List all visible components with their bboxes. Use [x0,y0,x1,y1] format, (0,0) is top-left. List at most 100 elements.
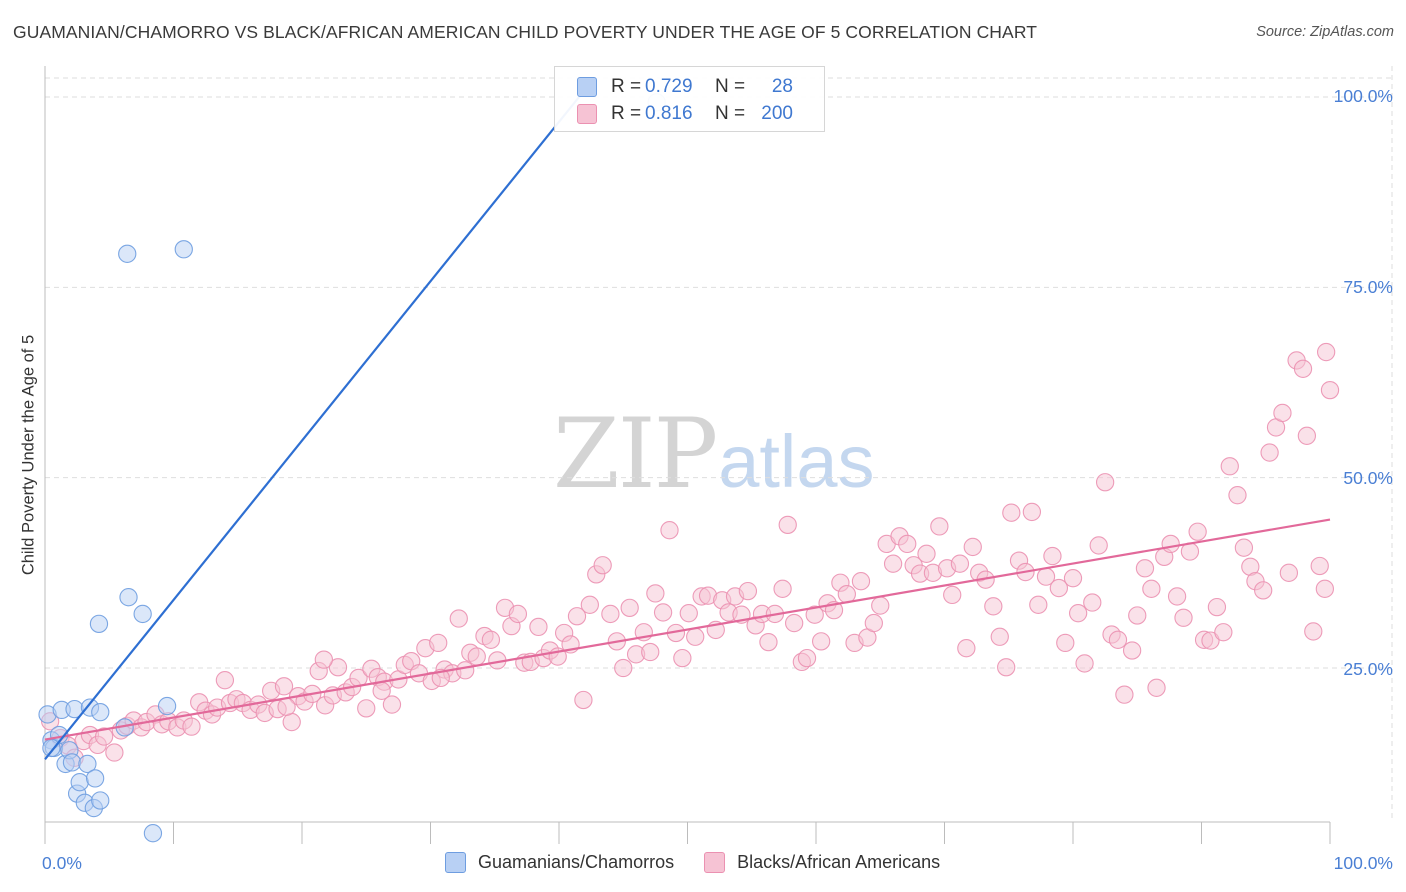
black-african-american-point [773,579,792,598]
black-african-american-point [1043,546,1062,566]
guamanian-chamorro-point [78,754,97,774]
black-african-american-point [1310,556,1329,576]
black-african-american-point [328,658,348,677]
black-african-american-point [1297,426,1317,445]
black-african-american-point [738,581,758,601]
black-african-american-point [574,690,593,710]
black-african-american-point [943,585,962,605]
black-african-american-point [1316,342,1336,362]
black-african-american-point [614,658,633,678]
black-african-american-point [785,613,804,633]
black-african-american-point [797,648,817,668]
black-african-american-point [282,712,301,732]
guamanian-chamorro-point [91,791,110,810]
guamanian-chamorro-point [62,753,82,772]
y-tick-label: 25.0% [1343,659,1393,679]
black-african-american-point [805,605,824,624]
n-value: 200 [761,103,793,124]
black-african-american-point [1161,534,1180,554]
black-african-american-point [1108,630,1128,649]
black-african-american-point [950,554,970,573]
black-african-american-point [1115,685,1134,704]
black-african-american-point [851,572,871,591]
black-african-american-point [653,603,673,622]
black-african-american-point [1320,380,1340,400]
black-african-american-point [1201,631,1220,650]
black-african-american-point [917,544,936,563]
guamanian-chamorro-point [174,240,193,259]
black-african-american-point [1068,604,1088,623]
black-african-american-point [1207,597,1227,617]
black-african-american-point [1063,569,1083,588]
black-african-american-point [1315,579,1335,598]
black-african-american-point [508,604,528,624]
black-african-american-point [1188,522,1207,541]
chart-title: GUAMANIAN/CHAMORRO VS BLACK/AFRICAN AMER… [13,22,1038,42]
black-african-american-point [1167,587,1187,606]
correlation-legend: R = 0.729 N = 28 R = 0.816 N = 200 [554,66,825,132]
black-african-american-point [1220,457,1239,476]
black-african-american-point [1135,559,1155,578]
n-label: N = [715,103,746,124]
guamanian-chamorro-point [70,773,89,792]
black-african-american-point [1174,608,1193,627]
guamanian-chamorro-point [91,703,110,722]
r-label: R = [611,103,642,124]
black-african-american-point [215,671,235,690]
guamanian-chamorro-point [85,769,105,788]
black-african-american-point [567,607,587,626]
x-tick-label-min: 0.0% [42,853,82,873]
legend-item-guamanian: Guamanians/Chamorros [445,852,674,873]
legend-item-black: Blacks/African Americans [704,852,940,873]
black-african-american-point [1214,623,1233,642]
guamanian-chamorro-point [157,696,177,716]
black-african-american-point [182,717,201,736]
black-african-american-point [1293,359,1313,378]
black-african-american-point [481,630,501,649]
x-tick-label-max: 100.0% [1333,853,1393,873]
blue-swatch-icon [577,77,597,97]
black-african-american-point [686,627,705,646]
pink-swatch-icon [577,104,597,124]
black-african-american-point [1122,641,1142,660]
guamanian-chamorro-point [118,244,137,263]
r-value: 0.816 [645,103,693,124]
guamanian-chamorro-point [133,604,152,624]
y-tick-label: 75.0% [1343,277,1393,297]
guamanian-chamorro-trend-line [44,92,583,761]
black-african-american-point [1147,678,1166,697]
black-african-american-point [1083,593,1102,612]
black-african-american-point [1128,606,1147,625]
black-african-american-point [864,613,883,633]
black-african-american-point [1049,578,1069,598]
r-label: R = [611,76,642,97]
black-african-american-point [679,604,698,623]
black-african-american-point [984,597,1003,616]
y-tick-label: 50.0% [1343,468,1393,488]
black-african-american-point [1273,403,1292,423]
black-african-american-point [778,515,797,535]
legend-label: Guamanians/Chamorros [478,852,675,872]
black-african-american-point [620,598,639,618]
black-african-american-point [759,632,778,652]
black-african-american-point [883,554,903,573]
black-african-american-point [641,642,660,662]
black-african-american-point [1029,595,1048,614]
black-african-american-trend-line [44,518,1331,741]
black-african-american-point [1089,536,1108,555]
black-african-american-point [529,617,548,637]
black-african-american-points [40,342,1340,767]
black-african-american-point [94,727,114,746]
black-african-american-point [1228,486,1247,505]
black-african-american-point [646,584,665,603]
black-african-american-point [580,595,599,614]
black-african-american-point [1234,538,1254,557]
black-african-american-point [660,521,679,540]
blue-swatch-icon [445,852,466,873]
black-african-american-point [357,699,376,718]
black-african-american-point [372,681,391,700]
black-african-american-point [963,537,982,557]
black-african-american-point [382,695,402,714]
black-african-american-point [1254,581,1273,600]
